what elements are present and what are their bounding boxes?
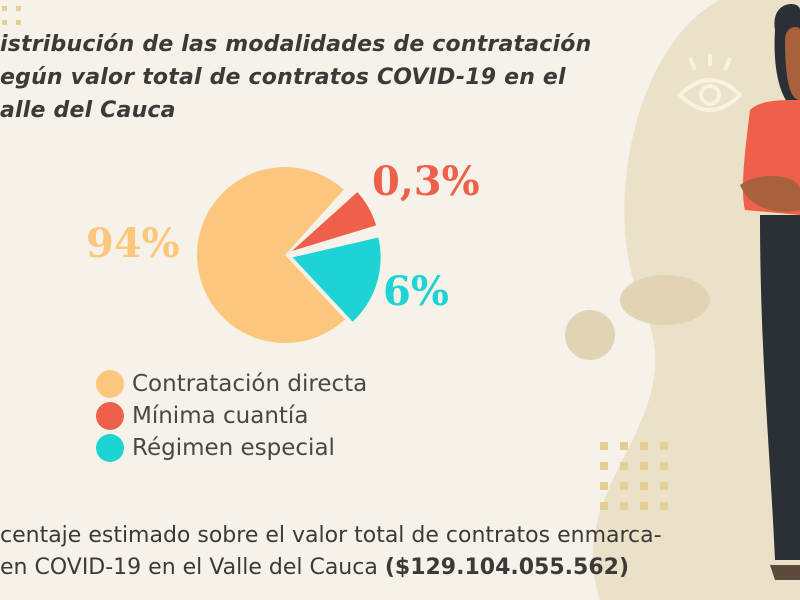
slice-minima-cuantia bbox=[291, 192, 377, 252]
title-line-1: istribución de las modalidades de contra… bbox=[0, 32, 592, 57]
legend-swatch bbox=[96, 434, 124, 462]
person-illustration bbox=[740, 4, 800, 580]
title-line-2: egún valor total de contratos COVID-19 e… bbox=[0, 65, 566, 90]
label-regimen-especial: 6% bbox=[383, 268, 449, 315]
legend-label: Régimen especial bbox=[132, 435, 335, 461]
legend-swatch bbox=[96, 370, 124, 398]
footer-note: centaje estimado sobre el valor total de… bbox=[0, 520, 662, 584]
legend-label: Contratación directa bbox=[132, 371, 368, 397]
legend: Contratación directa Mínima cuantía Régi… bbox=[96, 368, 367, 464]
legend-item-contratacion-directa: Contratación directa bbox=[96, 368, 367, 400]
legend-item-minima-cuantia: Mínima cuantía bbox=[96, 400, 367, 432]
legend-swatch bbox=[96, 402, 124, 430]
legend-item-regimen-especial: Régimen especial bbox=[96, 432, 367, 464]
footer-text: en COVID-19 en el Valle del Cauca bbox=[0, 555, 385, 580]
slice-regimen-especial bbox=[292, 237, 381, 322]
legend-label: Mínima cuantía bbox=[132, 403, 309, 429]
label-contratacion-directa: 94% bbox=[86, 220, 180, 267]
footer-line-1: centaje estimado sobre el valor total de… bbox=[0, 523, 662, 548]
dot-grid-top bbox=[2, 6, 21, 25]
chart-title: istribución de las modalidades de contra… bbox=[0, 28, 640, 127]
eye-icon bbox=[677, 54, 743, 112]
slice-contratacion-directa bbox=[197, 167, 346, 343]
title-line-3: alle del Cauca bbox=[0, 98, 176, 123]
footer-amount: ($129.104.055.562) bbox=[384, 555, 630, 580]
dot-grid-bottom bbox=[600, 442, 668, 510]
label-minima-cuantia: 0,3% bbox=[372, 158, 480, 205]
footer-line-2: en COVID-19 en el Valle del Cauca ($129.… bbox=[0, 552, 662, 584]
